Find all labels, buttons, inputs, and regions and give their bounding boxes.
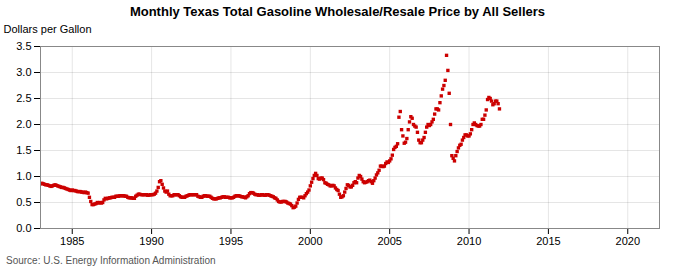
svg-text:0.5: 0.5 [16,196,31,208]
svg-text:2.0: 2.0 [16,118,31,130]
svg-text:0.0: 0.0 [16,222,31,234]
svg-text:1985: 1985 [60,235,84,247]
svg-text:3.5: 3.5 [16,40,31,52]
svg-text:1.5: 1.5 [16,144,31,156]
svg-text:2000: 2000 [298,235,322,247]
svg-text:2005: 2005 [377,235,401,247]
svg-text:1990: 1990 [139,235,163,247]
svg-text:2015: 2015 [536,235,560,247]
svg-text:1995: 1995 [219,235,243,247]
svg-text:2020: 2020 [616,235,640,247]
svg-text:1.0: 1.0 [16,170,31,182]
html-text:Source: U.S. Energy Informatio: Source: U.S. Energy Information Administ… [6,255,216,266]
svg-text:2010: 2010 [457,235,481,247]
svg-text:3.0: 3.0 [16,66,31,78]
svg-text:2.5: 2.5 [16,92,31,104]
svg-text:Dollars per Gallon: Dollars per Gallon [4,23,92,35]
html-text:Monthly Texas Total Gasoline W: Monthly Texas Total Gasoline Wholesale/R… [129,4,546,19]
